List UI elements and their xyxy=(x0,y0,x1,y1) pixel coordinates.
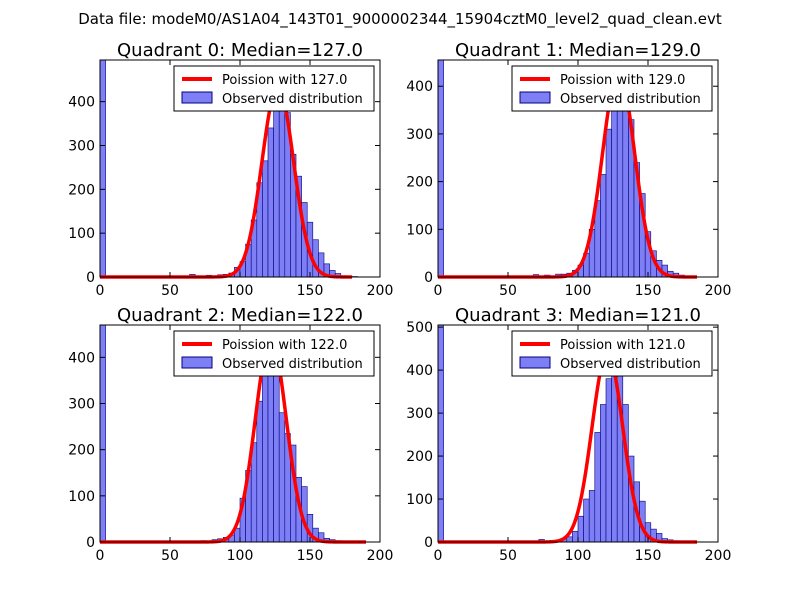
histogram-bar xyxy=(589,490,595,542)
histogram-bar xyxy=(606,129,612,277)
legend-hist-label: Observed distribution xyxy=(222,357,363,372)
panel-title: Quadrant 1: Median=129.0 xyxy=(455,40,701,61)
x-tick-label: 200 xyxy=(705,283,732,299)
y-tick-label: 0 xyxy=(424,535,433,551)
x-tick-label: 100 xyxy=(227,548,254,564)
legend: Poission with 129.0 Observed distributio… xyxy=(512,66,712,111)
legend-hist-label: Observed distribution xyxy=(560,357,701,372)
poisson-fit-line xyxy=(438,353,697,542)
y-tick-label: 400 xyxy=(68,350,95,366)
legend-hist-label: Observed distribution xyxy=(560,92,701,107)
legend: Poission with 127.0 Observed distributio… xyxy=(174,66,374,111)
y-tick-label: 200 xyxy=(406,175,433,191)
y-tick-label: 200 xyxy=(406,449,433,465)
y-tick-label: 100 xyxy=(68,226,95,242)
x-tick-label: 0 xyxy=(96,548,105,564)
histogram-bar xyxy=(578,516,584,542)
legend-hist-swatch xyxy=(182,357,212,368)
y-tick-label: 0 xyxy=(86,535,95,551)
y-tick-label: 200 xyxy=(68,182,95,198)
x-tick-label: 50 xyxy=(161,283,179,299)
histogram-bar xyxy=(600,174,606,277)
x-tick-label: 200 xyxy=(367,283,394,299)
histogram-bar xyxy=(612,96,618,277)
y-tick-label: 0 xyxy=(424,270,433,286)
legend-hist-swatch xyxy=(520,357,550,368)
y-tick-label: 400 xyxy=(68,95,95,111)
panel-quadrant-2: Quadrant 2: Median=122.0 0 50 100 150 200 0 10… xyxy=(68,305,393,564)
y-tick-label: 400 xyxy=(406,363,433,379)
x-tick-label: 0 xyxy=(434,283,443,299)
legend-hist-label: Observed distribution xyxy=(222,92,363,107)
histogram-bar xyxy=(274,362,280,542)
y-tick-label: 100 xyxy=(406,492,433,508)
x-tick-label: 200 xyxy=(705,548,732,564)
x-tick-label: 50 xyxy=(499,548,517,564)
panel-quadrant-3: Quadrant 3: Median=121.0 0 50 100 150 200 0 10… xyxy=(406,305,731,564)
x-tick-label: 200 xyxy=(367,548,394,564)
x-tick-label: 0 xyxy=(434,548,443,564)
legend-fit-label: Poission with 127.0 xyxy=(222,73,347,88)
x-tick-label: 100 xyxy=(227,283,254,299)
y-tick-label: 200 xyxy=(68,443,95,459)
legend-hist-swatch xyxy=(182,92,212,103)
panel-title: Quadrant 2: Median=122.0 xyxy=(117,305,363,326)
histogram-bar xyxy=(279,86,285,277)
y-tick-label: 300 xyxy=(68,396,95,412)
y-tick-label: 400 xyxy=(406,79,433,95)
x-tick-label: 150 xyxy=(635,548,662,564)
legend-hist-swatch xyxy=(520,92,550,103)
panel-title: Quadrant 0: Median=127.0 xyxy=(117,40,363,61)
histogram-bar xyxy=(268,128,274,277)
y-tick-label: 100 xyxy=(68,489,95,505)
histogram-bar xyxy=(438,60,444,277)
x-tick-label: 0 xyxy=(96,283,105,299)
legend-fit-label: Poission with 122.0 xyxy=(222,338,347,353)
histogram-bar xyxy=(274,104,280,277)
histogram-bar xyxy=(606,379,612,542)
y-tick-label: 300 xyxy=(406,127,433,143)
legend-fit-label: Poission with 129.0 xyxy=(560,73,685,88)
histogram-bar xyxy=(100,60,106,277)
y-tick-label: 300 xyxy=(406,406,433,422)
y-tick-label: 100 xyxy=(406,222,433,238)
legend: Poission with 122.0 Observed distributio… xyxy=(174,331,374,376)
histogram-bar xyxy=(438,325,444,542)
x-tick-label: 100 xyxy=(565,283,592,299)
y-tick-label: 500 xyxy=(406,320,433,336)
x-tick-label: 100 xyxy=(565,548,592,564)
histogram-bar xyxy=(595,432,601,542)
x-tick-label: 150 xyxy=(635,283,662,299)
histogram-bar xyxy=(600,404,606,542)
histogram-bar xyxy=(584,499,590,542)
histogram-bar xyxy=(279,413,285,542)
panel-quadrant-1: Quadrant 1: Median=129.0 0 50 100 150 200 0 10… xyxy=(406,40,731,299)
legend-fit-label: Poission with 121.0 xyxy=(560,338,685,353)
legend: Poission with 121.0 Observed distributio… xyxy=(512,331,712,376)
panel-quadrant-0: Quadrant 0: Median=127.0 0 50 100 150 200 0 10… xyxy=(68,40,393,299)
x-tick-label: 50 xyxy=(499,283,517,299)
panel-title: Quadrant 3: Median=121.0 xyxy=(455,305,701,326)
y-tick-label: 300 xyxy=(68,138,95,154)
x-tick-label: 150 xyxy=(297,283,324,299)
y-tick-label: 0 xyxy=(86,270,95,286)
histogram-bar xyxy=(257,401,263,542)
figure-title: Data file: modeM0/AS1A04_143T01_90000023… xyxy=(78,10,722,29)
histogram-bar xyxy=(572,531,578,542)
histogram-bar xyxy=(262,161,268,277)
x-tick-label: 50 xyxy=(161,548,179,564)
x-tick-label: 150 xyxy=(297,548,324,564)
histogram-bar xyxy=(262,364,268,542)
